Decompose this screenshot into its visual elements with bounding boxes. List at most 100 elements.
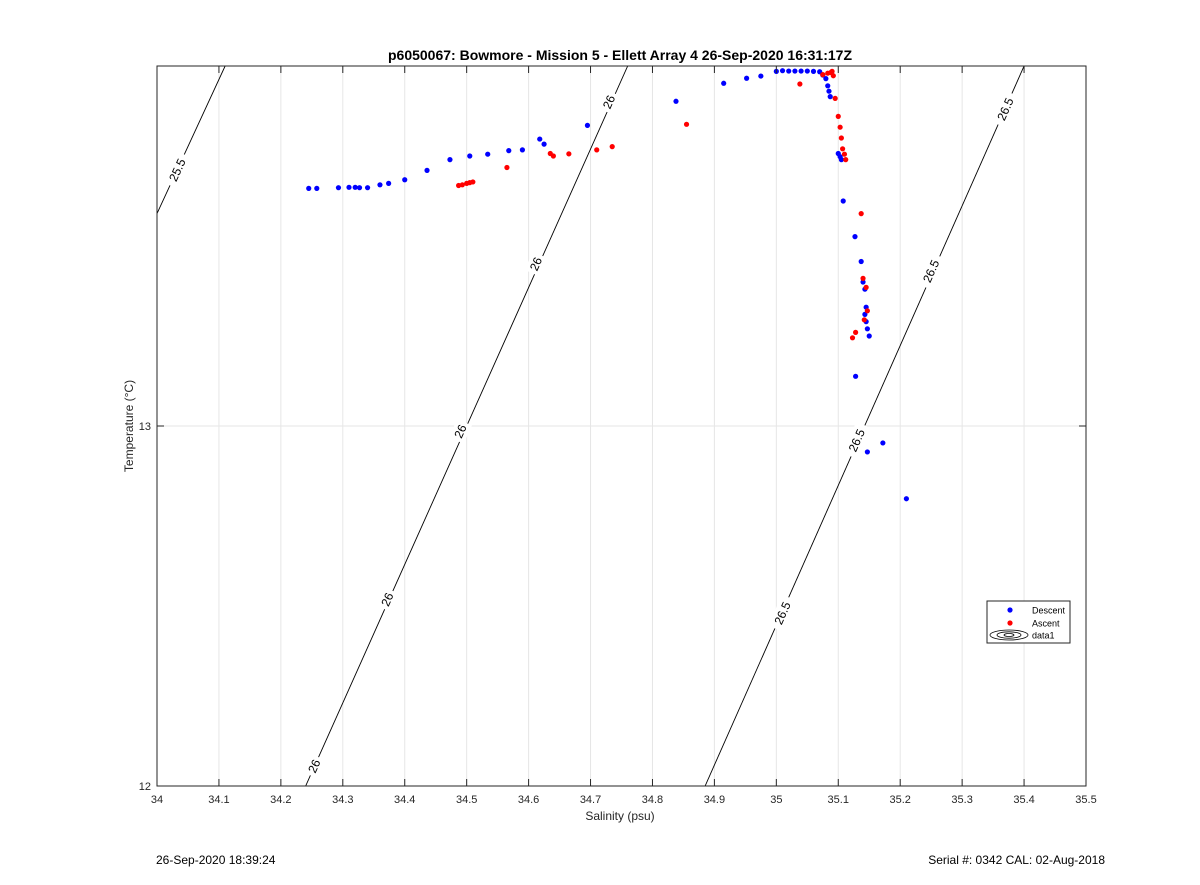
data-point-ascent [853,329,859,335]
data-point-descent [864,326,870,332]
data-point-ascent [459,182,465,188]
data-point-descent [860,279,866,285]
data-point-ascent [858,211,864,217]
data-point-ascent [829,68,835,74]
data-point-descent [352,184,358,190]
data-point-descent [424,167,430,173]
data-point-descent [792,68,798,74]
data-point-descent [721,80,727,86]
data-point-descent [356,185,363,191]
isopycnal-label-bg [597,89,621,115]
data-point-ascent [594,147,600,153]
data-point-descent [537,136,543,142]
x-tick-label: 35.5 [1075,794,1096,806]
isopycnal-label-bg [376,587,399,612]
x-tick-label: 35.4 [1013,794,1034,806]
isopycnal-label-bg [842,421,872,460]
data-point-ascent [840,146,846,152]
x-tick-label: 35 [770,794,782,806]
data-point-descent [314,185,320,191]
data-point-descent [810,68,817,74]
data-point-descent [467,153,473,159]
x-tick-label: 34.9 [704,794,725,806]
data-point-descent [838,157,844,163]
isopycnal-label: 26 [451,422,469,440]
data-point-descent [823,76,829,82]
legend[interactable]: Descent Ascent data1 [986,600,1071,644]
data-point-descent [744,75,750,81]
data-point-ascent [504,164,510,171]
data-point-descent [377,182,383,188]
y-tick-label: 12 [139,781,151,793]
data-point-descent [827,94,833,100]
data-point-ascent [566,151,572,157]
data-point-descent [853,373,859,379]
x-tick-label: 35.1 [828,794,849,806]
data-point-descent [673,98,679,104]
data-point-descent [541,141,547,147]
data-point-ascent [835,113,841,119]
x-tick-label: 35.2 [889,794,910,806]
chart-title: p6050067: Bowmore - Mission 5 - Ellett A… [388,47,852,63]
legend-label-ascent: Ascent [1032,619,1060,629]
x-tick-label: 34.7 [580,794,601,806]
isopycnal-label-bg [768,594,797,632]
data-point-descent [584,122,591,128]
data-point-ascent [860,275,866,281]
data-point-ascent [830,73,836,79]
data-point-ascent [864,308,870,314]
data-point-ascent [609,144,615,150]
isopycnal-label: 26 [527,255,545,273]
isopycnal-label-bg [524,251,548,277]
x-tick-label: 34 [151,794,163,806]
data-point-descent [852,234,858,240]
x-tick-label: 34.8 [642,794,663,806]
legend-label-descent: Descent [1032,606,1066,616]
data-point-ascent [550,153,556,159]
data-point-ascent [838,135,844,141]
data-point-descent [447,157,453,163]
footer-serial-cal: Serial #: 0342 CAL: 02-Aug-2018 [928,853,1105,867]
data-point-ascent [841,151,848,157]
data-point-descent [364,185,371,191]
data-point-descent [864,449,870,455]
data-point-ascent [683,121,690,127]
data-point-descent [485,151,491,157]
data-point-descent [779,68,786,74]
x-tick-label: 34.5 [456,794,477,806]
isopycnal-label: 26 [305,757,323,775]
legend-box [986,600,1071,644]
x-tick-label: 34.6 [518,794,539,806]
isopycnal-label-bg [916,252,946,290]
isopycnal-label: 26 [378,590,396,608]
footer-timestamp: 26-Sep-2020 18:39:24 [156,853,276,867]
data-point-descent [903,496,909,502]
data-point-ascent [863,284,869,290]
axis-ticks: 34 34.1 34.2 34.3 34.4 34.5 34.6 34.7 34.8 34.9 35… [139,66,1097,806]
data-point-descent [866,333,872,339]
data-point-descent [306,185,312,191]
data-point-descent [519,147,526,153]
data-point-ascent [843,157,849,163]
contour-icon [989,629,1029,641]
isopycnal-line [157,66,226,214]
data-point-ascent [861,317,867,323]
data-point-descent [825,83,831,89]
isopycnal-label-bg [302,753,326,779]
y-axis-label: Temperature (°C) [122,380,136,472]
data-point-descent [840,198,846,204]
data-point-descent [798,68,804,74]
data-point-ascent [837,124,843,130]
data-point-ascent [832,95,838,101]
y-tick-label: 13 [139,421,151,433]
data-point-ascent [849,335,856,341]
x-tick-label: 34.3 [332,794,353,806]
legend-label-data1: data1 [1032,631,1055,641]
data-point-descent [804,68,810,74]
data-point-descent [786,68,792,74]
data-point-descent [402,177,408,183]
legend-marker-descent [1007,607,1013,613]
legend-marker-ascent [1007,620,1013,626]
